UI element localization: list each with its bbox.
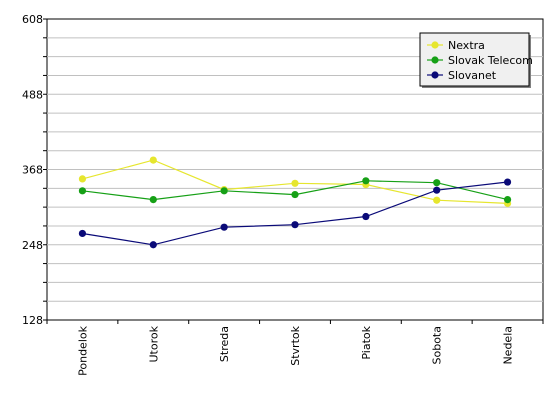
data-point — [149, 241, 157, 249]
y-axis-ticks: 128 248 368 488 608 — [22, 13, 47, 327]
legend-label: Nextra — [448, 39, 485, 52]
data-point — [433, 179, 441, 187]
legend-swatch-marker — [431, 56, 439, 64]
data-point — [362, 177, 370, 185]
y-tick-label: 128 — [22, 314, 43, 327]
x-tick-label: Piatok — [360, 325, 373, 359]
data-point — [291, 221, 299, 229]
x-tick-label: Sobota — [431, 326, 444, 364]
legend: Nextra Slovak Telecom Slovanet — [419, 32, 533, 88]
data-point — [78, 175, 87, 183]
data-point — [433, 196, 441, 204]
data-point — [503, 196, 512, 204]
data-point — [503, 178, 512, 186]
data-point — [291, 190, 299, 199]
x-tick-label: Nedela — [502, 326, 515, 365]
data-point — [78, 187, 87, 195]
data-point — [149, 156, 157, 164]
data-point — [291, 179, 299, 187]
x-tick-label: Utorok — [147, 325, 160, 362]
x-tick-label: Pondelok — [76, 325, 89, 375]
series-points — [78, 156, 512, 249]
x-tick-label: Streda — [218, 326, 231, 362]
data-point — [220, 187, 228, 195]
legend-label: Slovak Telecom — [448, 54, 533, 67]
data-point — [78, 229, 87, 238]
y-tick-label: 608 — [22, 13, 43, 26]
data-point — [362, 212, 370, 221]
y-tick-label: 488 — [22, 88, 43, 101]
y-tick-label: 248 — [22, 239, 43, 252]
x-axis-ticks: Pondelok Utorok Streda Stvrtok Piatok Sobota N… — [46, 320, 544, 376]
legend-label: Slovanet — [448, 69, 497, 82]
data-point — [149, 196, 157, 204]
y-tick-label: 368 — [22, 164, 43, 177]
data-point — [433, 186, 441, 194]
legend-swatch-marker — [431, 41, 439, 49]
legend-swatch-marker — [431, 71, 439, 79]
data-point — [220, 223, 228, 231]
x-tick-label: Stvrtok — [289, 325, 302, 365]
